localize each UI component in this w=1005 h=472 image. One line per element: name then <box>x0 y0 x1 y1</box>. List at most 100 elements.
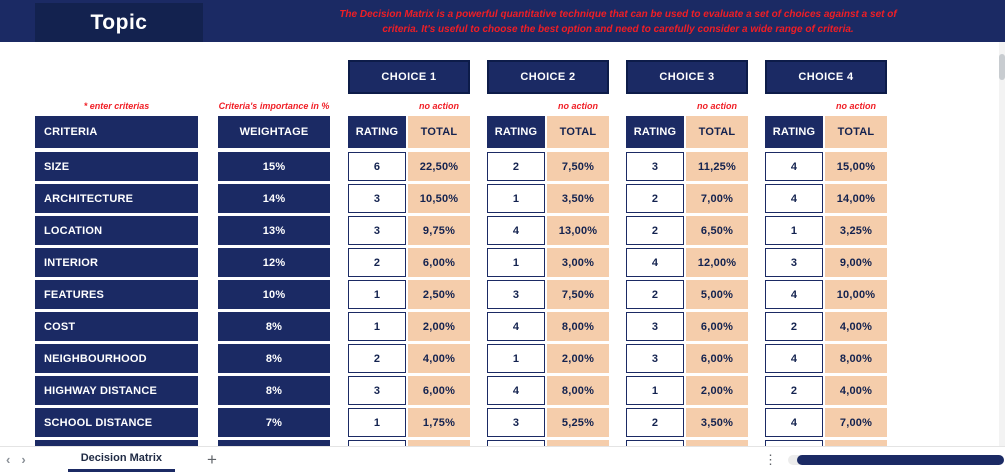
vertical-scrollbar-thumb[interactable] <box>999 54 1005 80</box>
weightage-cell[interactable]: 8% <box>218 312 330 341</box>
rating-cell-choice-3[interactable]: 2 <box>626 216 684 245</box>
total-cell-choice-4[interactable]: 7,00% <box>825 408 887 437</box>
rating-cell-choice-1[interactable]: 3 <box>348 216 406 245</box>
rating-cell-choice-2[interactable]: 4 <box>487 216 545 245</box>
total-cell-choice-2[interactable]: 13,00% <box>547 216 609 245</box>
weightage-cell[interactable]: 7% <box>218 408 330 437</box>
weightage-cell[interactable]: 10% <box>218 280 330 309</box>
total-cell-choice-3[interactable]: 6,00% <box>686 312 748 341</box>
rating-cell-choice-3[interactable]: 3 <box>626 312 684 341</box>
rating-cell-choice-4[interactable] <box>765 440 823 446</box>
rating-cell-choice-1[interactable]: 6 <box>348 152 406 181</box>
total-cell-choice-3[interactable]: 12,00% <box>686 248 748 277</box>
rating-cell-choice-4[interactable]: 2 <box>765 312 823 341</box>
rating-cell-choice-2[interactable]: 4 <box>487 376 545 405</box>
weightage-cell[interactable]: 12% <box>218 248 330 277</box>
total-cell-choice-1[interactable]: 6,00% <box>408 376 470 405</box>
total-cell-choice-2[interactable]: 7,50% <box>547 152 609 181</box>
rating-cell-choice-1[interactable]: 2 <box>348 344 406 373</box>
rating-cell-choice-3[interactable]: 2 <box>626 408 684 437</box>
rating-cell-choice-3[interactable]: 1 <box>626 376 684 405</box>
total-cell-choice-4[interactable]: 9,00% <box>825 248 887 277</box>
criteria-cell[interactable]: SIZE <box>35 152 198 181</box>
rating-cell-choice-4[interactable]: 4 <box>765 408 823 437</box>
criteria-cell[interactable]: FEATURES <box>35 280 198 309</box>
total-cell-choice-2[interactable]: 2,00% <box>547 344 609 373</box>
total-cell-choice-2[interactable]: 7,50% <box>547 280 609 309</box>
rating-cell-choice-4[interactable]: 1 <box>765 216 823 245</box>
vertical-scrollbar[interactable] <box>999 42 1005 446</box>
horizontal-scrollbar-thumb[interactable] <box>797 454 1004 465</box>
prev-sheet-icon[interactable]: ‹ <box>6 452 11 467</box>
total-cell-choice-4[interactable]: 10,00% <box>825 280 887 309</box>
total-cell-choice-1[interactable]: 1,75% <box>408 408 470 437</box>
rating-cell-choice-2[interactable]: 1 <box>487 248 545 277</box>
total-cell-choice-4[interactable]: 4,00% <box>825 312 887 341</box>
rating-cell-choice-3[interactable]: 3 <box>626 152 684 181</box>
total-cell-choice-3[interactable]: 7,00% <box>686 184 748 213</box>
total-cell-choice-3[interactable]: 11,25% <box>686 152 748 181</box>
weightage-cell[interactable]: 13% <box>218 216 330 245</box>
criteria-cell[interactable]: ARCHITECTURE <box>35 184 198 213</box>
criteria-cell[interactable]: LOCATION <box>35 216 198 245</box>
rating-cell-choice-1[interactable]: 1 <box>348 312 406 341</box>
total-cell-choice-2[interactable]: 8,00% <box>547 376 609 405</box>
weightage-cell[interactable]: 14% <box>218 184 330 213</box>
rating-cell-choice-3[interactable]: 4 <box>626 248 684 277</box>
total-cell-choice-3[interactable]: 6,50% <box>686 216 748 245</box>
total-cell-choice-3[interactable]: 5,00% <box>686 280 748 309</box>
rating-cell-choice-1[interactable]: 2 <box>348 248 406 277</box>
rating-cell-choice-2[interactable]: 4 <box>487 312 545 341</box>
weightage-cell[interactable]: 8% <box>218 344 330 373</box>
total-cell-choice-3[interactable]: 2,00% <box>686 376 748 405</box>
rating-cell-choice-2[interactable]: 1 <box>487 344 545 373</box>
rating-cell-choice-2[interactable]: 3 <box>487 280 545 309</box>
total-cell-choice-1[interactable]: 10,50% <box>408 184 470 213</box>
rating-cell-choice-4[interactable]: 4 <box>765 184 823 213</box>
total-cell-choice-2[interactable]: 3,00% <box>547 248 609 277</box>
rating-cell-choice-4[interactable]: 2 <box>765 376 823 405</box>
rating-cell-choice-1[interactable]: 1 <box>348 280 406 309</box>
total-cell-choice-1[interactable]: 4,00% <box>408 344 470 373</box>
rating-cell-choice-1[interactable]: 3 <box>348 376 406 405</box>
total-cell-choice-3[interactable] <box>686 440 748 446</box>
rating-cell-choice-2[interactable]: 1 <box>487 184 545 213</box>
total-cell-choice-1[interactable]: 6,00% <box>408 248 470 277</box>
rating-cell-choice-2[interactable] <box>487 440 545 446</box>
add-sheet-button[interactable]: + <box>207 450 217 469</box>
criteria-cell[interactable]: INTERIOR <box>35 248 198 277</box>
rating-cell-choice-3[interactable] <box>626 440 684 446</box>
total-cell-choice-4[interactable]: 3,25% <box>825 216 887 245</box>
criteria-cell[interactable]: HIGHWAY DISTANCE <box>35 376 198 405</box>
rating-cell-choice-2[interactable]: 2 <box>487 152 545 181</box>
criteria-cell[interactable]: COST <box>35 312 198 341</box>
total-cell-choice-4[interactable]: 8,00% <box>825 344 887 373</box>
criteria-cell[interactable]: SCHOOL DISTANCE <box>35 408 198 437</box>
rating-cell-choice-1[interactable]: 3 <box>348 184 406 213</box>
more-options-icon[interactable]: ⋮ <box>764 451 778 467</box>
sheet-tab-decision-matrix[interactable]: Decision Matrix <box>67 447 175 472</box>
horizontal-scrollbar[interactable] <box>788 454 1004 465</box>
total-cell-choice-4[interactable] <box>825 440 887 446</box>
rating-cell-choice-2[interactable]: 3 <box>487 408 545 437</box>
total-cell-choice-3[interactable]: 3,50% <box>686 408 748 437</box>
next-sheet-icon[interactable]: › <box>21 452 26 467</box>
rating-cell-choice-3[interactable]: 3 <box>626 344 684 373</box>
weightage-cell[interactable]: 15% <box>218 152 330 181</box>
criteria-cell[interactable] <box>35 440 198 446</box>
total-cell-choice-2[interactable]: 5,25% <box>547 408 609 437</box>
total-cell-choice-3[interactable]: 6,00% <box>686 344 748 373</box>
total-cell-choice-1[interactable]: 2,50% <box>408 280 470 309</box>
rating-cell-choice-1[interactable]: 1 <box>348 408 406 437</box>
total-cell-choice-2[interactable]: 3,50% <box>547 184 609 213</box>
total-cell-choice-4[interactable]: 15,00% <box>825 152 887 181</box>
rating-cell-choice-4[interactable]: 4 <box>765 344 823 373</box>
total-cell-choice-1[interactable]: 2,00% <box>408 312 470 341</box>
total-cell-choice-4[interactable]: 14,00% <box>825 184 887 213</box>
rating-cell-choice-3[interactable]: 2 <box>626 184 684 213</box>
rating-cell-choice-1[interactable] <box>348 440 406 446</box>
total-cell-choice-2[interactable] <box>547 440 609 446</box>
rating-cell-choice-4[interactable]: 3 <box>765 248 823 277</box>
rating-cell-choice-4[interactable]: 4 <box>765 280 823 309</box>
rating-cell-choice-3[interactable]: 2 <box>626 280 684 309</box>
